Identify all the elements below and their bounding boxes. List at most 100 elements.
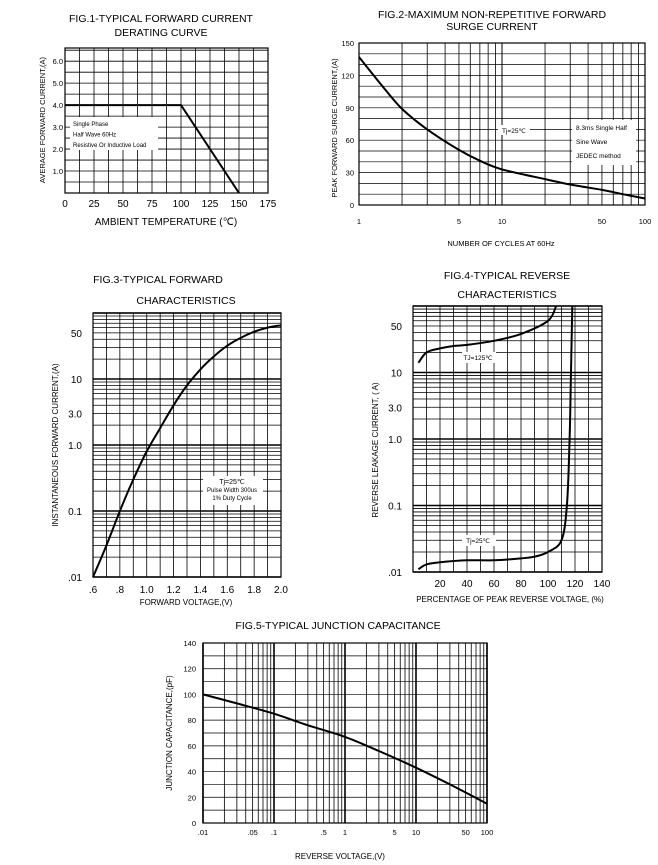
fig2-annot-box-bg — [572, 120, 636, 165]
fig1-x-tick: 100 — [173, 199, 190, 210]
fig3-y-label: INSTANTANEOUS FORWARD CURRENT,(A) — [51, 363, 60, 527]
fig5-x-tick: 10 — [412, 828, 420, 837]
fig2-y-label: PEAK FORWARD SURGE CURRENT,(A) — [330, 58, 339, 198]
fig4-x-tick: 40 — [461, 579, 473, 590]
fig2-y-tick: 30 — [346, 169, 354, 178]
fig2-y-tick: 150 — [341, 39, 354, 48]
fig4-y-tick: 10 — [391, 369, 403, 380]
fig1-y-tick: 5.0 — [53, 79, 63, 88]
fig4-y-tick: 1.0 — [388, 435, 402, 446]
fig1-legend-item: Single Phase — [73, 122, 109, 128]
fig1-subtitle: DERATING CURVE — [115, 27, 208, 39]
fig2-annotation: 8.3ms Single Half — [576, 125, 627, 132]
fig3-x-tick: 1.0 — [140, 585, 154, 596]
fig5-capacitance-chart: FIG.5-TYPICAL JUNCTION CAPACITANCE .01 .05… — [165, 620, 493, 861]
fig2-y-tick: 90 — [346, 104, 354, 113]
fig4-x-tick: 120 — [567, 579, 584, 590]
fig3-forward-chart: FIG.3-TYPICAL FORWARD CHARACTERISTICS .6 .8… — [51, 274, 288, 607]
fig5-title: FIG.5-TYPICAL JUNCTION CAPACITANCE — [235, 620, 440, 632]
fig1-x-tick: 175 — [260, 199, 277, 210]
fig3-annot-bg — [203, 476, 263, 505]
fig4-y-label: REVERSE LEAKAGE CURRENT, ( A) — [371, 382, 380, 517]
fig1-x-tick: 25 — [88, 199, 100, 210]
fig4-series-line — [417, 305, 558, 364]
fig4-series-label-bg — [462, 352, 496, 363]
fig2-x-tick: 10 — [498, 217, 506, 226]
fig5-y-tick: 120 — [183, 665, 196, 674]
fig2-series-line — [358, 56, 646, 200]
fig1-y-label: AVERAGE FORWARD CURRENT,(A) — [38, 56, 47, 183]
fig5-y-tick: 20 — [188, 793, 196, 802]
fig1-series-line — [65, 104, 240, 194]
fig2-annotation: Tj=25℃ — [502, 128, 526, 135]
fig4-series-line — [417, 305, 574, 571]
fig5-series-line — [202, 693, 488, 805]
fig5-x-tick: 1 — [343, 828, 347, 837]
fig4-reverse-chart: FIG.4-TYPICAL REVERSE CHARACTERISTICS 20 40… — [371, 270, 611, 604]
fig4-y-tick: 3.0 — [388, 403, 402, 414]
fig2-annotation: JEDEC method — [576, 153, 621, 160]
fig1-y-tick: 1.0 — [53, 167, 63, 176]
fig3-annotation: Pulse Width 300us — [207, 488, 257, 494]
fig4-x-tick: 60 — [488, 579, 500, 590]
fig5-x-tick: .05 — [247, 828, 257, 837]
fig5-y-tick: 0 — [192, 819, 196, 828]
fig4-plot-frame — [412, 305, 603, 573]
fig3-x-tick: 1.8 — [247, 585, 261, 596]
fig1-y-tick: 2.0 — [53, 145, 63, 154]
fig4-y-tick: 0.1 — [388, 502, 402, 513]
fig3-y-tick: 50 — [71, 329, 83, 340]
fig2-y-tick: 0 — [350, 201, 354, 210]
fig3-y-tick: 1.0 — [68, 441, 82, 452]
fig1-x-label: AMBIENT TEMPERATURE (℃) — [95, 217, 237, 228]
fig3-series-line — [92, 324, 282, 578]
fig1-legend-item: Half Wave 60Hz — [73, 133, 116, 139]
fig5-x-tick: .1 — [271, 828, 277, 837]
fig3-x-tick: .8 — [116, 585, 125, 596]
fig5-x-tick: 100 — [481, 828, 494, 837]
fig2-x-tick: 1 — [357, 217, 361, 226]
fig1-x-tick: 125 — [202, 199, 219, 210]
fig2-x-label: NUMBER OF CYCLES AT 60Hz — [447, 239, 554, 248]
fig3-title: FIG.3-TYPICAL FORWARD — [93, 274, 223, 286]
fig1-x-tick: 75 — [146, 199, 158, 210]
fig3-annotation: Tj=25℃ — [219, 479, 245, 486]
fig2-plot-frame — [358, 42, 646, 206]
fig5-plot-frame — [202, 642, 488, 824]
fig2-annot-bg — [498, 125, 530, 135]
fig1-y-tick: 4.0 — [53, 101, 63, 110]
fig2-title: FIG.2-MAXIMUM NON-REPETITIVE FORWARD — [378, 9, 607, 21]
fig3-x-label: FORWARD VOLTAGE,(V) — [140, 598, 233, 607]
fig5-x-tick: .01 — [198, 828, 208, 837]
fig1-x-tick: 50 — [117, 199, 129, 210]
fig5-x-tick: .5 — [320, 828, 326, 837]
fig3-x-tick: 1.6 — [220, 585, 234, 596]
fig1-derating-chart: FIG.1-TYPICAL FORWARD CURRENT DERATING CU… — [38, 13, 277, 228]
fig5-x-tick: 50 — [461, 828, 469, 837]
fig5-y-tick: 40 — [188, 768, 196, 777]
fig4-title: FIG.4-TYPICAL REVERSE — [444, 270, 570, 282]
fig1-y-tick: 6.0 — [53, 57, 63, 66]
fig2-y-tick: 120 — [341, 71, 354, 80]
fig4-series-label: Tj=25℃ — [466, 538, 490, 545]
fig3-annotation: 1% Duty Cycle — [212, 496, 252, 502]
fig3-plot-frame — [92, 312, 282, 578]
fig2-x-tick: 5 — [457, 217, 461, 226]
fig3-x-tick: 1.2 — [167, 585, 181, 596]
fig3-y-tick: 0.1 — [68, 507, 82, 518]
fig5-y-tick: 100 — [183, 690, 196, 699]
fig4-x-label: PERCENTAGE OF PEAK REVERSE VOLTAGE, (%) — [416, 595, 604, 604]
fig1-title: FIG.1-TYPICAL FORWARD CURRENT — [69, 13, 254, 25]
fig5-y-label: JUNCTION CAPACITANCE,(pF) — [165, 675, 174, 791]
fig1-x-tick: 0 — [62, 199, 68, 210]
fig1-legend-item: Resistive Or Inductive Load — [73, 143, 146, 149]
fig4-y-tick: .01 — [388, 568, 402, 579]
fig5-x-label: REVERSE VOLTAGE,(V) — [295, 852, 385, 861]
fig3-x-tick: 2.0 — [274, 585, 288, 596]
fig5-x-tick: 5 — [393, 828, 397, 837]
fig5-y-tick: 140 — [183, 639, 196, 648]
fig1-x-tick: 150 — [231, 199, 248, 210]
fig3-subtitle: CHARACTERISTICS — [136, 295, 235, 307]
fig1-legend-bg — [70, 117, 158, 150]
